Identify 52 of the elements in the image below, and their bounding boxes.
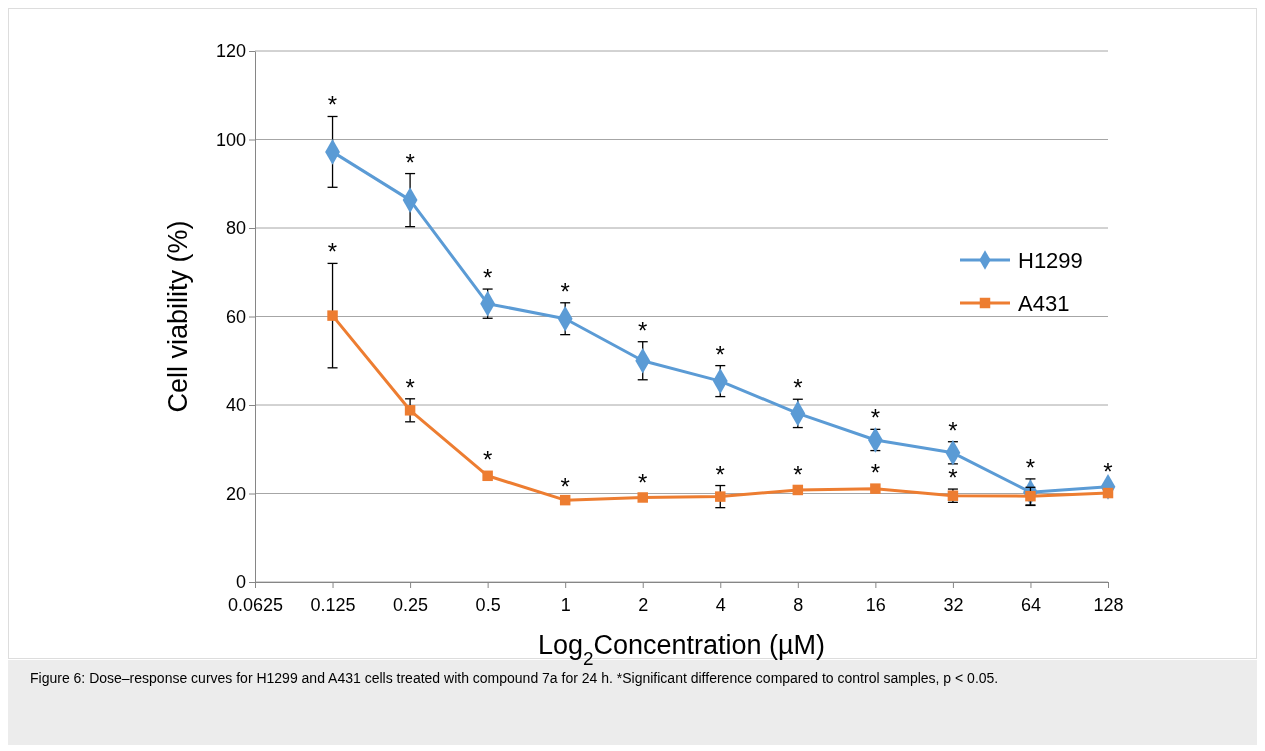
annotation: * bbox=[638, 468, 648, 496]
y-tick-label: 100 bbox=[215, 129, 246, 150]
x-tick-label: 4 bbox=[715, 594, 726, 615]
legend-label: A431 bbox=[1018, 291, 1070, 316]
annotation: * bbox=[1025, 453, 1036, 481]
y-tick-label: 120 bbox=[215, 41, 246, 62]
x-tick-label: 0.5 bbox=[475, 594, 501, 615]
x-tick-label: 0.125 bbox=[310, 594, 356, 615]
point bbox=[559, 494, 571, 506]
annotation: * bbox=[870, 459, 881, 487]
annotation: * bbox=[948, 416, 958, 444]
legend-label: H1299 bbox=[1018, 248, 1083, 273]
x-tick-label: 64 bbox=[1020, 594, 1041, 615]
point bbox=[482, 470, 493, 482]
y-tick-label: 80 bbox=[225, 218, 246, 239]
annotation: * bbox=[1103, 457, 1113, 485]
y-tick-label: 0 bbox=[235, 572, 246, 593]
annotation: * bbox=[948, 464, 958, 492]
annotation: * bbox=[405, 148, 415, 176]
point bbox=[637, 492, 648, 503]
annotation: * bbox=[715, 340, 725, 368]
y-tick-label: 40 bbox=[225, 395, 246, 416]
y-axis-title: Cell viability (%) bbox=[163, 220, 193, 413]
annotation: * bbox=[405, 373, 415, 401]
annotation: * bbox=[793, 374, 803, 402]
point bbox=[327, 310, 338, 321]
x-axis-title: Log$_{2}$Concentration (µM) bbox=[537, 630, 826, 669]
x-tick-label: 0.25 bbox=[393, 594, 429, 615]
point bbox=[792, 484, 804, 496]
annotation: * bbox=[715, 460, 725, 488]
annotation: * bbox=[560, 472, 570, 500]
annotation: * bbox=[482, 446, 493, 474]
annotation: * bbox=[560, 277, 570, 305]
x-tick-label: 128 bbox=[1093, 594, 1124, 615]
x-tick-label: 2 bbox=[638, 594, 649, 615]
x-tick-label: 8 bbox=[793, 594, 804, 615]
point bbox=[404, 405, 416, 416]
y-tick-label: 60 bbox=[225, 306, 246, 327]
x-tick-label: 0.0625 bbox=[227, 594, 284, 615]
point bbox=[870, 483, 881, 494]
annotation: * bbox=[638, 316, 648, 344]
annotation: * bbox=[482, 264, 493, 292]
x-tick-label: 16 bbox=[865, 594, 886, 615]
x-tick-label: 1 bbox=[560, 594, 571, 615]
x-tick-label: 32 bbox=[943, 594, 964, 615]
annotation: * bbox=[793, 461, 803, 489]
y-tick-label: 20 bbox=[225, 483, 246, 504]
point bbox=[715, 491, 726, 502]
annotation: * bbox=[327, 91, 338, 119]
annotation: * bbox=[327, 238, 338, 266]
caption: Figure 6: Dose–response curves for H1299 and A431 cells treated with compound 7a for 24 h. *Significant difference compared to control samples, p < 0.05. bbox=[30, 669, 1000, 688]
annotation: * bbox=[870, 404, 881, 432]
